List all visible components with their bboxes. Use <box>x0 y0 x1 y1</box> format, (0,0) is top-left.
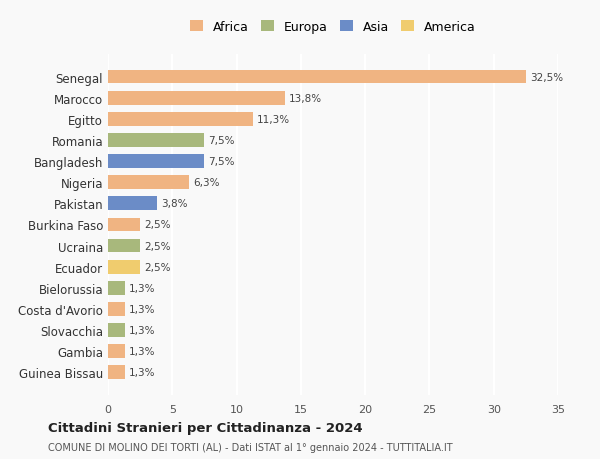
Text: 1,3%: 1,3% <box>128 325 155 335</box>
Bar <box>108 239 140 253</box>
Bar <box>108 281 125 295</box>
Bar <box>108 260 140 274</box>
Text: 11,3%: 11,3% <box>257 115 290 124</box>
Text: 13,8%: 13,8% <box>289 94 322 103</box>
Text: 1,3%: 1,3% <box>128 347 155 356</box>
Bar <box>108 134 205 147</box>
Text: 7,5%: 7,5% <box>208 157 235 167</box>
Bar <box>108 112 253 126</box>
Text: 6,3%: 6,3% <box>193 178 220 188</box>
Text: 2,5%: 2,5% <box>144 262 170 272</box>
Bar <box>108 71 526 84</box>
Bar <box>108 176 189 190</box>
Bar <box>108 155 205 168</box>
Text: 2,5%: 2,5% <box>144 220 170 230</box>
Text: 3,8%: 3,8% <box>161 199 187 209</box>
Text: 1,3%: 1,3% <box>128 304 155 314</box>
Bar <box>108 345 125 358</box>
Bar <box>108 366 125 379</box>
Text: Cittadini Stranieri per Cittadinanza - 2024: Cittadini Stranieri per Cittadinanza - 2… <box>48 421 362 435</box>
Legend: Africa, Europa, Asia, America: Africa, Europa, Asia, America <box>187 17 479 38</box>
Bar <box>108 92 286 105</box>
Text: 7,5%: 7,5% <box>208 135 235 146</box>
Text: 1,3%: 1,3% <box>128 283 155 293</box>
Bar <box>108 324 125 337</box>
Text: 1,3%: 1,3% <box>128 368 155 377</box>
Bar <box>108 197 157 211</box>
Bar <box>108 302 125 316</box>
Text: 32,5%: 32,5% <box>530 73 563 82</box>
Bar <box>108 218 140 232</box>
Text: COMUNE DI MOLINO DEI TORTI (AL) - Dati ISTAT al 1° gennaio 2024 - TUTTITALIA.IT: COMUNE DI MOLINO DEI TORTI (AL) - Dati I… <box>48 442 452 452</box>
Text: 2,5%: 2,5% <box>144 241 170 251</box>
